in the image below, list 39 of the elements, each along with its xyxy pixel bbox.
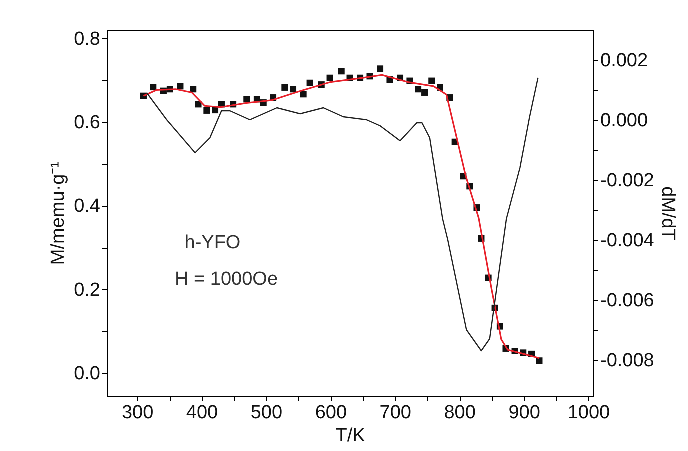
x-tick-label: 600 bbox=[315, 402, 348, 424]
y-tick-label: 0.8 bbox=[74, 28, 100, 50]
point bbox=[422, 90, 428, 96]
x-tick-label: 400 bbox=[186, 402, 218, 424]
y2-axis-title: dM/dT bbox=[657, 186, 678, 241]
y2-tick-label: -0.008 bbox=[600, 350, 654, 372]
y2-tick-label: 0.002 bbox=[600, 50, 648, 72]
point bbox=[428, 78, 436, 84]
point bbox=[290, 86, 297, 93]
point bbox=[190, 86, 197, 93]
x-tick-label: 500 bbox=[250, 402, 283, 424]
point bbox=[300, 91, 307, 98]
point bbox=[244, 96, 250, 103]
y-tick-label: 0.0 bbox=[74, 363, 100, 384]
point bbox=[377, 66, 384, 72]
x-axis-title: T/K bbox=[336, 426, 366, 446]
x-tick-label: 700 bbox=[380, 402, 412, 424]
point bbox=[204, 107, 210, 114]
point bbox=[282, 84, 288, 91]
x-tick-label: 800 bbox=[444, 402, 476, 424]
y-tick-label: 0.6 bbox=[74, 112, 100, 134]
point bbox=[306, 80, 314, 86]
y2-tick-label: 0.000 bbox=[600, 110, 648, 132]
y2-tick-label: -0.006 bbox=[600, 290, 654, 312]
point bbox=[150, 84, 157, 91]
x-tick-label: 1000 bbox=[568, 402, 610, 424]
point bbox=[415, 86, 422, 93]
x-tick-label: 300 bbox=[122, 402, 154, 424]
point bbox=[177, 83, 184, 90]
y-tick-label: 0.2 bbox=[74, 280, 100, 301]
point bbox=[326, 74, 334, 82]
y-axis-title: M/memu·g⁻¹ bbox=[48, 162, 70, 266]
x-tick-label: 900 bbox=[508, 402, 540, 424]
annotation: H = 1000Oe bbox=[175, 268, 278, 290]
point bbox=[338, 68, 345, 75]
y2-tick-label: -0.002 bbox=[600, 170, 654, 192]
y2-tick-label: -0.004 bbox=[600, 230, 655, 252]
y-tick-label: 0.4 bbox=[74, 196, 101, 218]
annotation: h-YFO bbox=[184, 232, 241, 254]
